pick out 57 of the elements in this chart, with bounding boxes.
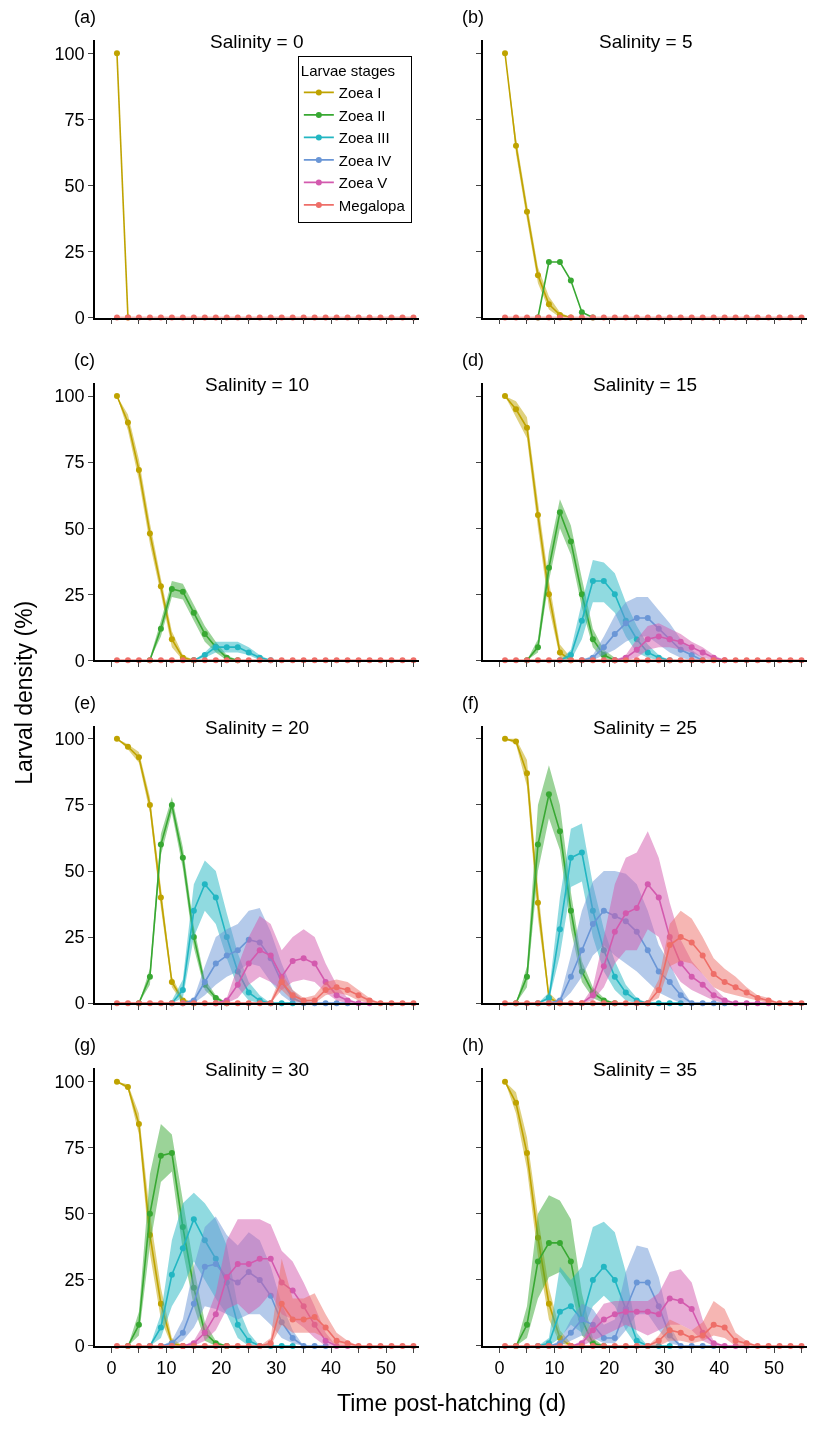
y-tick-label: 25: [64, 927, 85, 948]
x-tick-label: 40: [709, 1358, 730, 1379]
chart-title: Salinity = 10: [205, 374, 310, 395]
y-tick-label: 25: [64, 1270, 85, 1291]
legend-label: Zoea II: [338, 106, 386, 124]
x-tick-label: 30: [654, 1358, 675, 1379]
chart-title: Salinity = 15: [593, 374, 698, 395]
chart-title: Salinity = 5: [599, 31, 693, 52]
y-tick-label: 75: [64, 452, 85, 473]
y-tick-label: 50: [64, 861, 85, 882]
x-tick-label: 50: [375, 1358, 397, 1379]
legend-label: Megalopa: [338, 196, 406, 214]
chart-title: Salinity = 35: [593, 1059, 698, 1080]
chart-title: Salinity = 0: [210, 31, 304, 52]
legend-label: Zoea V: [338, 174, 388, 192]
text: (e): [74, 693, 96, 713]
legend-title: Larvae stages: [300, 62, 396, 80]
y-tick-label: 50: [64, 175, 85, 196]
text: (d): [462, 350, 484, 370]
y-tick-label: 75: [64, 109, 85, 130]
y-tick-label: 50: [64, 1204, 85, 1225]
x-tick-label: 10: [544, 1358, 565, 1379]
y-tick-label: 50: [64, 518, 85, 539]
y-tick-label: 100: [54, 43, 85, 64]
x-tick-label: 50: [764, 1358, 785, 1379]
y-tick-label: 75: [64, 1138, 85, 1159]
x-tick-label: 30: [266, 1358, 287, 1379]
y-tick-label: 0: [74, 307, 85, 328]
x-tick-label: 10: [156, 1358, 177, 1379]
chart-title: Salinity = 25: [593, 717, 698, 738]
y-tick-label: 0: [74, 1336, 85, 1357]
x-tick-label: 40: [321, 1358, 342, 1379]
legend-label: Zoea III: [338, 129, 390, 147]
y-tick-label: 25: [64, 584, 85, 605]
x-tick-label: 0: [106, 1358, 117, 1379]
y-tick-label: 25: [64, 241, 85, 262]
text: (h): [462, 1035, 484, 1055]
legend-label: Zoea IV: [338, 151, 392, 169]
x-tick-label: 20: [211, 1358, 232, 1379]
y-tick-label: 0: [74, 993, 85, 1014]
legend-label: Zoea I: [338, 84, 382, 102]
chart-title: Salinity = 20: [205, 717, 310, 738]
y-axis-title: Larval density (%): [10, 600, 37, 785]
chart-title: Salinity = 30: [205, 1059, 310, 1080]
text: (a): [74, 7, 96, 27]
y-tick-label: 100: [54, 1071, 85, 1092]
y-tick-label: 100: [54, 729, 85, 750]
x-axis-title: Time post-hatching (d): [337, 1390, 567, 1416]
x-tick-label: 20: [599, 1358, 620, 1379]
x-tick-label: 0: [494, 1358, 505, 1379]
y-tick-label: 0: [74, 650, 85, 671]
text: (c): [74, 350, 95, 370]
text: (b): [462, 7, 484, 27]
text: (g): [74, 1035, 96, 1055]
y-tick-label: 75: [64, 795, 85, 816]
text: (f): [462, 693, 479, 713]
y-tick-label: 100: [54, 386, 85, 407]
